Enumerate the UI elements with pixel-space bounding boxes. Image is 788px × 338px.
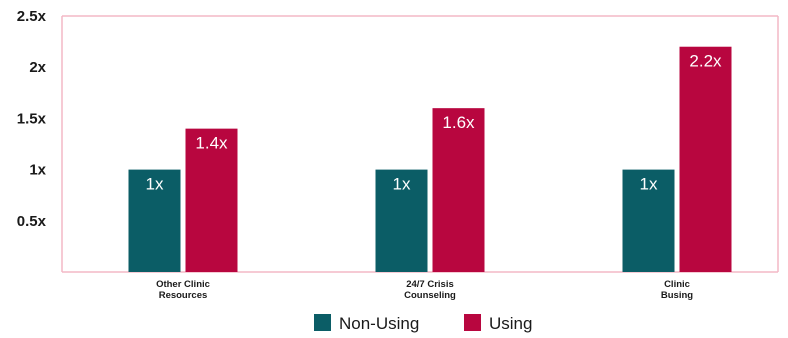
- y-tick-label: 0.5x: [17, 213, 47, 230]
- y-tick-label: 2.5x: [17, 8, 47, 25]
- bar-using: [679, 46, 732, 272]
- bar-using: [432, 108, 485, 272]
- x-category-label: 24/7 Crisis Counseling: [404, 279, 456, 301]
- x-category-label: Clinic Busing: [661, 279, 693, 301]
- legend-swatch: [314, 314, 331, 331]
- bar-non-using: [622, 169, 675, 272]
- data-label: 1.6x: [442, 113, 475, 132]
- bar-using: [185, 128, 238, 272]
- data-label: 1x: [640, 175, 658, 194]
- bar-non-using: [128, 169, 181, 272]
- y-tick-label: 2x: [29, 59, 46, 76]
- legend-label: Non-Using: [339, 314, 419, 333]
- x-category-label: Other Clinic Resources: [156, 279, 210, 301]
- data-label: 2.2x: [689, 52, 722, 71]
- legend-label: Using: [489, 314, 532, 333]
- data-label: 1x: [146, 175, 164, 194]
- data-label: 1.4x: [195, 134, 228, 153]
- y-tick-label: 1x: [29, 162, 46, 179]
- data-label: 1x: [393, 175, 411, 194]
- y-tick-label: 1.5x: [17, 110, 47, 127]
- bar-non-using: [375, 169, 428, 272]
- legend-swatch: [464, 314, 481, 331]
